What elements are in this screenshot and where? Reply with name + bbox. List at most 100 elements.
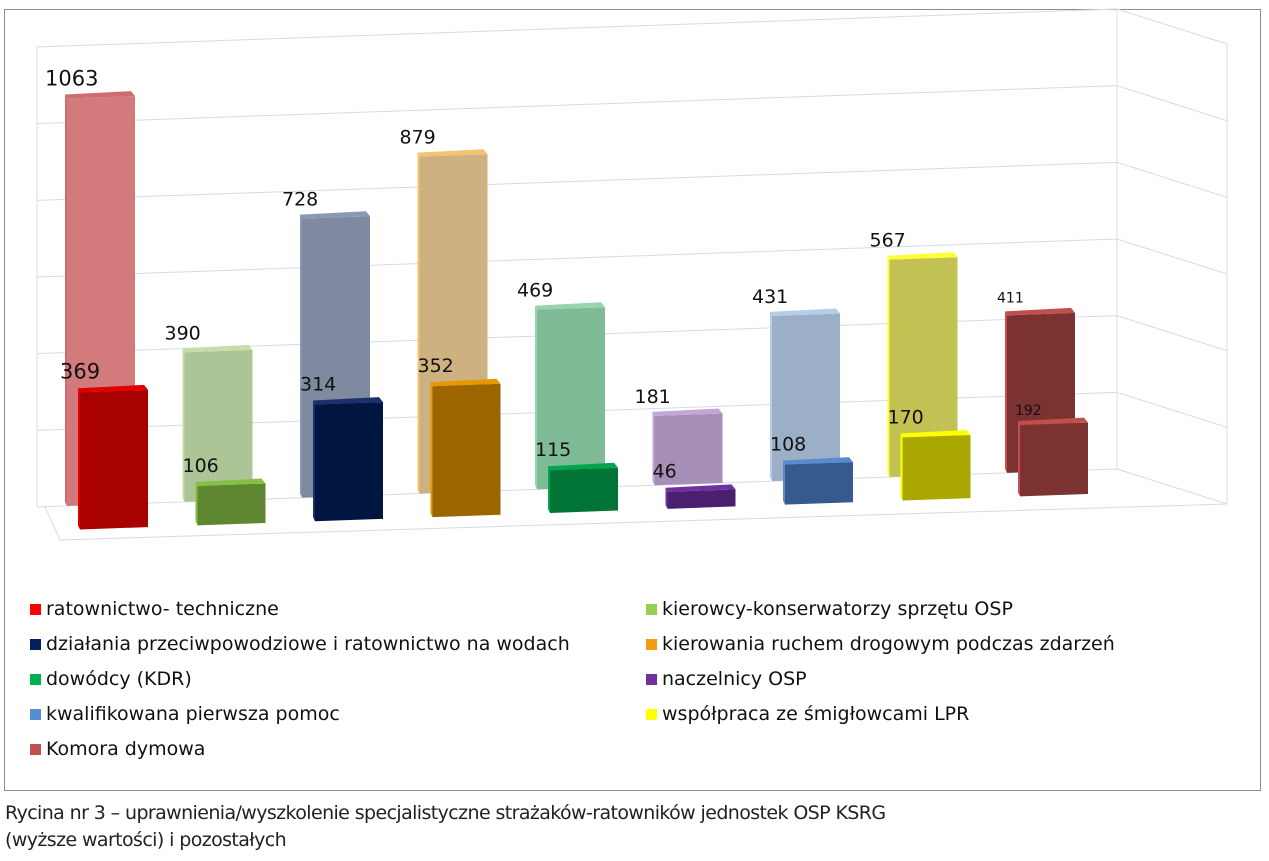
back-bar-0-top	[65, 91, 135, 99]
gridline-side	[1116, 8, 1228, 45]
back-bar-1-face	[184, 349, 253, 502]
front-bar-8-top	[1018, 417, 1088, 426]
figure-caption: Rycina nr 3 – uprawnienia/wyszkolenie sp…	[5, 800, 886, 854]
front-bar-7-top	[900, 429, 971, 438]
back-bar-7-side	[887, 255, 890, 478]
data-label-front-0: 369	[60, 359, 100, 383]
data-label-front-7: 170	[888, 406, 924, 428]
front-bar-4-face	[550, 467, 618, 513]
front-bar-1-side	[195, 481, 198, 526]
legend-item-7: współpraca ze śmigłowcami LPR	[646, 703, 969, 725]
front-bar-7-face	[902, 434, 971, 501]
back-bar-0-side	[65, 94, 67, 506]
legend-item-4: dowódcy (KDR)	[30, 668, 192, 690]
legend-item-8: Komora dymowa	[30, 738, 205, 760]
gridline-side	[1116, 161, 1228, 198]
caption-line-1: Rycina nr 3 – uprawnienia/wyszkolenie sp…	[5, 802, 886, 824]
gridline-side	[1116, 238, 1228, 275]
front-bar-2	[313, 397, 383, 522]
front-bar-4-top	[548, 462, 618, 471]
back-bar-8-top	[1005, 307, 1075, 316]
back-bar-1	[182, 344, 253, 502]
front-bar-2-side	[313, 400, 315, 522]
front-row-bars	[78, 378, 1088, 530]
back-bar-1-top	[182, 344, 253, 353]
legend-item-3: kierowania ruchem drogowym podczas zdarz…	[646, 633, 1115, 655]
data-label-front-5: 46	[653, 461, 677, 483]
floor-left-edge	[44, 506, 61, 541]
legend-swatch-icon	[646, 603, 657, 615]
front-bar-1	[195, 478, 266, 526]
data-label-front-1: 106	[183, 455, 219, 477]
back-bar-4	[535, 302, 605, 490]
back-bar-4-face	[537, 307, 605, 490]
back-bar-5-side	[652, 411, 655, 486]
front-bar-1-face	[197, 483, 266, 526]
back-bar-2-top	[300, 211, 370, 219]
back-bar-6-top	[770, 308, 840, 316]
front-bar-8	[1018, 417, 1088, 497]
gridline	[36, 8, 1118, 48]
legend-label: kierowania ruchem drogowym podczas zdarz…	[662, 633, 1115, 655]
gridline	[36, 161, 1118, 201]
front-bar-6-top	[783, 457, 853, 465]
front-bar-1-top	[195, 478, 266, 486]
back-bar-3-side	[417, 152, 420, 494]
data-label-back-2: 728	[282, 189, 318, 211]
gridline	[36, 85, 1118, 125]
legend-swatch-icon	[646, 673, 657, 685]
front-bar-3	[430, 378, 501, 518]
legend-swatch-icon	[30, 708, 41, 720]
front-bar-5-side	[665, 487, 668, 509]
floor-front-edge	[59, 503, 1228, 541]
front-bar-7	[900, 429, 971, 501]
front-bar-4	[548, 462, 618, 513]
back-bar-6	[770, 308, 840, 482]
back-row-labels: 1063 390 728 879 469 181 431 567 411	[45, 66, 1024, 407]
data-label-back-0: 1063	[45, 66, 98, 90]
data-label-front-2: 314	[300, 373, 336, 395]
data-label-front-3: 352	[418, 355, 454, 377]
front-bar-3-face	[432, 383, 501, 518]
front-bar-2-top	[313, 397, 383, 405]
front-bar-8-side	[1018, 421, 1020, 497]
front-bar-0-top	[78, 384, 148, 393]
back-bar-7	[887, 252, 958, 478]
data-label-front-6: 108	[770, 434, 806, 456]
legend-swatch-icon	[30, 603, 41, 615]
back-bar-2-side	[300, 214, 302, 498]
front-bar-8-face	[1020, 422, 1088, 497]
data-label-back-4: 469	[517, 280, 553, 302]
front-bar-6-side	[783, 460, 785, 505]
front-bar-3-top	[430, 378, 501, 387]
legend-label: kwalifikowana pierwsza pomoc	[46, 703, 340, 725]
data-label-back-5: 181	[635, 386, 671, 408]
legend-swatch-icon	[30, 638, 41, 650]
back-bar-3-top	[417, 149, 488, 157]
data-label-back-8: 411	[997, 290, 1024, 306]
front-bar-7-side	[900, 433, 903, 501]
legend-item-2: działania przeciwpowodziowe i ratownictw…	[30, 633, 570, 655]
data-label-front-8: 192	[1015, 403, 1042, 419]
gridline-side	[1116, 315, 1228, 352]
legend-swatch-icon	[30, 673, 41, 685]
gridline-side	[1116, 468, 1228, 505]
back-bar-6-side	[770, 311, 772, 482]
data-label-back-7: 567	[870, 230, 906, 252]
legend-label: współpraca ze śmigłowcami LPR	[662, 703, 970, 725]
legend-item-1: kierowcy-konserwatorzy sprzętu OSP	[646, 598, 1013, 620]
front-bar-5-top	[665, 484, 736, 492]
legend-item-6: kwalifikowana pierwsza pomoc	[30, 703, 340, 725]
back-bar-4-side	[535, 305, 537, 490]
gridline	[36, 238, 1118, 278]
legend-label: dowódcy (KDR)	[46, 668, 192, 690]
legend-label: ratownictwo- techniczne	[46, 598, 279, 620]
legend-swatch-icon	[30, 743, 41, 755]
front-bar-0-face	[80, 389, 148, 530]
legend-label: Komora dymowa	[46, 738, 206, 760]
front-row-labels: 369 106 314 352 115 46 108 170 192	[60, 355, 1042, 483]
legend-item-0: ratownictwo- techniczne	[30, 598, 279, 620]
front-bar-6-face	[785, 462, 853, 505]
